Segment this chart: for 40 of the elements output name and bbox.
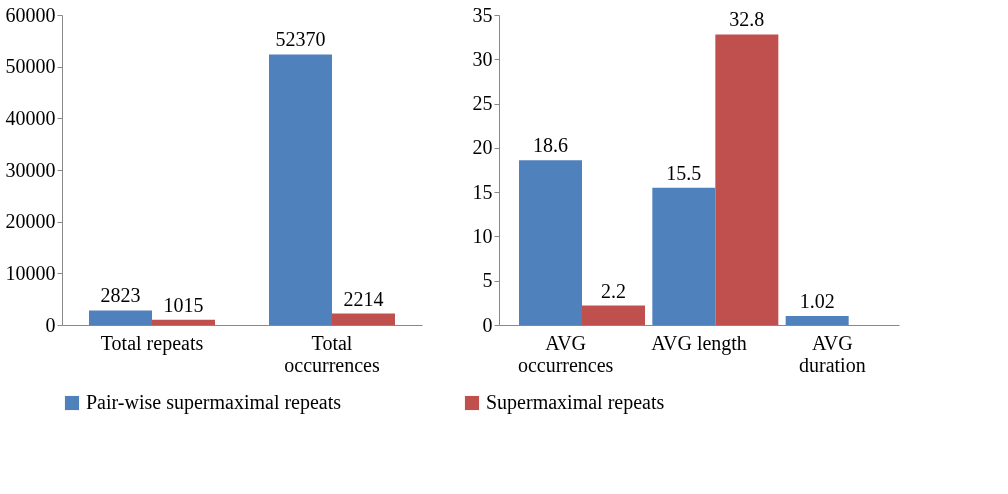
bar xyxy=(332,313,395,325)
x-tick-label: AVG occurrences xyxy=(517,331,614,376)
y-tick-label: 20000 xyxy=(5,210,56,233)
x-tick-label: AVG duration xyxy=(799,331,866,376)
y-tick-label: 60000 xyxy=(5,3,56,26)
bar xyxy=(519,160,582,325)
y-tick-label: 10000 xyxy=(5,261,56,284)
data-label: 2214 xyxy=(343,287,384,310)
bar xyxy=(652,187,716,325)
y-tick-label: 30000 xyxy=(5,158,56,181)
y-tick-label: 20 xyxy=(472,136,493,159)
bar xyxy=(715,34,779,325)
data-label: 1.02 xyxy=(799,289,835,312)
bar xyxy=(89,310,152,325)
x-tick-label: Total repeats xyxy=(100,331,204,355)
data-label: 32.8 xyxy=(729,8,765,31)
y-tick-label: 40000 xyxy=(5,106,56,129)
y-tick-label: 10 xyxy=(472,224,493,247)
y-tick-label: 15 xyxy=(472,180,493,203)
bar xyxy=(269,54,332,325)
data-label: 2.2 xyxy=(601,279,626,302)
x-tick-label: Total occurrences xyxy=(284,331,380,376)
legend-label: Supermaximal repeats xyxy=(486,391,665,414)
bar xyxy=(152,319,215,325)
y-tick-label: 35 xyxy=(472,3,493,26)
y-tick-label: 5 xyxy=(482,269,493,292)
y-tick-label: 25 xyxy=(472,92,493,115)
y-tick-label: 30 xyxy=(472,47,493,70)
y-tick-label: 0 xyxy=(482,313,493,336)
data-label: 15.5 xyxy=(666,161,702,184)
data-label: 1015 xyxy=(163,293,204,316)
x-tick-label: AVG length xyxy=(651,331,747,355)
y-tick-label: 50000 xyxy=(5,55,56,78)
data-label: 52370 xyxy=(275,28,326,51)
y-tick-label: 0 xyxy=(45,313,56,336)
legend-label: Pair-wise supermaximal repeats xyxy=(86,391,342,414)
data-label: 2823 xyxy=(100,284,141,307)
bar xyxy=(582,305,645,325)
bar xyxy=(785,315,849,325)
data-label: 18.6 xyxy=(533,134,568,157)
